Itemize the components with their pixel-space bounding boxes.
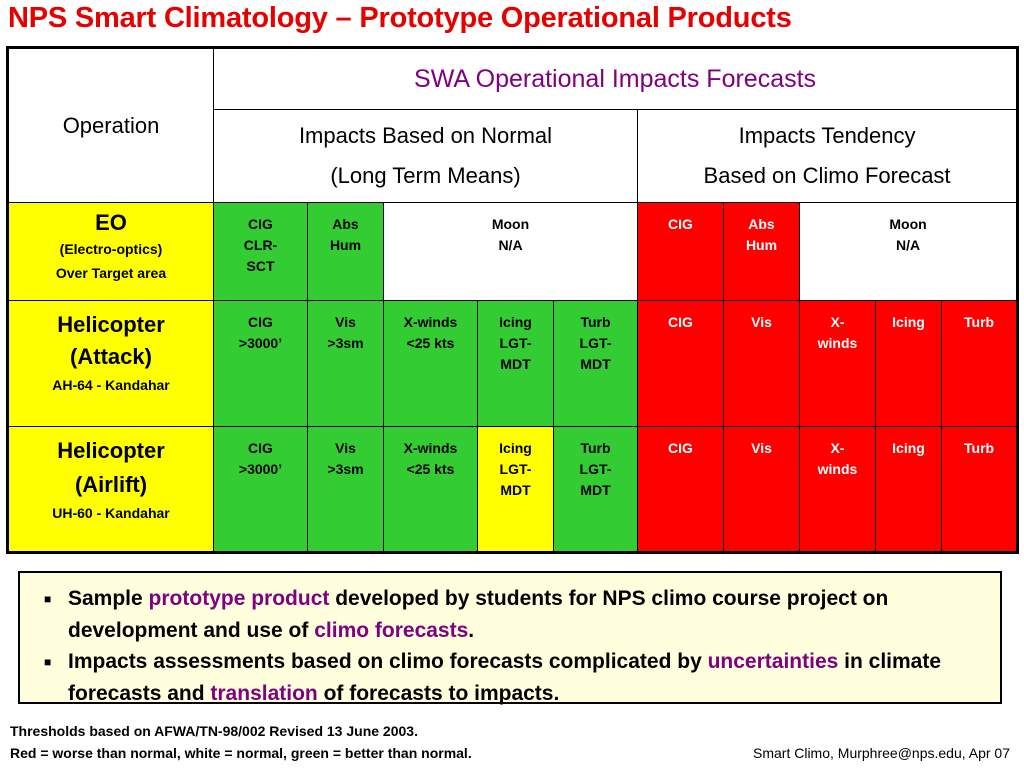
impact-cell-text: Vis: [751, 314, 772, 330]
slide-title: NPS Smart Climatology – Prototype Operat…: [8, 2, 792, 34]
impact-cell: Moon N/A: [383, 202, 638, 301]
impact-cell-text: Turb: [964, 314, 995, 330]
impact-cell: Vis >3sm: [307, 300, 384, 427]
impacts-table: Operation SWA Operational Impacts Foreca…: [6, 46, 1020, 554]
impact-cell-text: Moon: [889, 216, 927, 232]
impact-cell: Moon N/A: [798, 202, 1019, 301]
impact-cell-text: CIG: [248, 314, 273, 330]
impact-cell-text: Abs: [332, 216, 359, 232]
impact-cell-text: CLR-: [243, 237, 278, 253]
impact-cell: Vis >3sm: [307, 426, 384, 553]
impact-cell-text: winds: [817, 335, 858, 351]
impact-cell: Vis: [723, 426, 800, 553]
impact-cell-text: Hum: [745, 237, 778, 253]
impact-cell: CIG: [637, 426, 724, 553]
bullet-icon: ■: [44, 591, 52, 606]
impact-cell-text: <25 kts: [406, 461, 455, 477]
impact-cell-text: X-winds: [403, 440, 458, 456]
impact-cell-text: Icing: [499, 314, 532, 330]
impact-cell: X-winds: [799, 426, 876, 553]
impact-cell-text: Hum: [329, 237, 362, 253]
impact-cell-text: Vis: [335, 314, 356, 330]
notes-box: ■ Sample prototype product developed by s…: [18, 571, 1002, 705]
impact-cell-text: LGT-: [579, 335, 612, 351]
impact-cell-text: >3sm: [327, 461, 364, 477]
impact-cell-text: Icing: [499, 440, 532, 456]
impact-cell-text: Icing: [892, 440, 925, 456]
impact-cell-text: Turb: [580, 314, 611, 330]
impact-cell-text: <25 kts: [406, 335, 455, 351]
impact-cell-text: MDT: [580, 482, 611, 498]
impact-cell: Abs Hum: [723, 202, 800, 301]
impact-cell-text: LGT-: [499, 335, 532, 351]
impact-cell: X-winds <25 kts: [383, 426, 478, 553]
impact-cell-text: MDT: [500, 482, 531, 498]
impact-cell-text: LGT-: [499, 461, 532, 477]
impact-cell: CIG >3000’: [213, 300, 308, 427]
impact-cell: Icing LGT- MDT: [477, 426, 554, 553]
impact-cell: Turb LGT- MDT: [553, 300, 638, 427]
impact-cell-text: N/A: [895, 237, 921, 253]
impact-cell-text: >3sm: [327, 335, 364, 351]
impact-cell: CIG: [637, 300, 724, 427]
operation-header: Operation: [7, 47, 214, 203]
impact-cell: Turb: [940, 300, 1019, 427]
impact-cell: Turb: [940, 426, 1019, 553]
impact-cell: Abs Hum: [307, 202, 384, 301]
impact-cell-text: CIG: [668, 216, 693, 232]
normal-header: Impacts Based on Normal (Long Term Means…: [213, 109, 638, 203]
impact-cell: Icing: [875, 426, 942, 553]
impact-cell-text: winds: [817, 461, 858, 477]
impact-cell-text: CIG: [668, 440, 693, 456]
impact-cell: Icing LGT- MDT: [477, 300, 554, 427]
operation-helicopter-airlift: Helicopter (Airlift) UH-60 - Kandahar: [7, 426, 214, 553]
operation-eo: EO (Electro-optics) Over Target area: [7, 202, 214, 301]
impact-cell-text: X-: [830, 314, 845, 330]
impact-cell-text: CIG: [248, 440, 273, 456]
impact-cell-text: X-winds: [403, 314, 458, 330]
impact-cell-text: LGT-: [579, 461, 612, 477]
impact-cell: CIG: [637, 202, 724, 301]
footer-credit: Smart Climo, Murphree@nps.edu, Apr 07: [753, 745, 1010, 761]
impact-cell-text: CIG: [248, 216, 273, 232]
impact-cell-text: X-: [830, 440, 845, 456]
impact-cell-text: Turb: [580, 440, 611, 456]
operation-helicopter-attack: Helicopter (Attack) AH-64 - Kandahar: [7, 300, 214, 427]
impact-cell-text: Turb: [964, 440, 995, 456]
impact-cell: Vis: [723, 300, 800, 427]
tendency-header: Impacts Tendency Based on Climo Forecast: [636, 109, 1019, 203]
bullet-icon: ■: [44, 654, 52, 669]
impact-cell-text: MDT: [500, 356, 531, 372]
impact-cell-text: >3000’: [238, 461, 283, 477]
impact-cell-text: Vis: [335, 440, 356, 456]
note-item: ■ Sample prototype product developed by s…: [32, 583, 988, 646]
impact-cell: CIG >3000’: [213, 426, 308, 553]
impact-cell-text: MDT: [580, 356, 611, 372]
impact-cell-text: N/A: [498, 237, 523, 253]
impact-cell-text: SCT: [246, 258, 275, 274]
footer-legend: Red = worse than normal, white = normal,…: [10, 745, 472, 761]
note-item: ■ Impacts assessments based on climo fore…: [32, 646, 988, 709]
impact-cell: X-winds <25 kts: [383, 300, 478, 427]
impact-cell-text: Vis: [751, 440, 772, 456]
impact-cell-text: Moon: [491, 216, 530, 232]
footer-thresholds: Thresholds based on AFWA/TN-98/002 Revis…: [10, 723, 418, 739]
impact-cell: CIG CLR- SCT: [213, 202, 308, 301]
swa-header: SWA Operational Impacts Forecasts: [212, 47, 1019, 110]
impact-cell-text: Icing: [892, 314, 925, 330]
impact-cell: Icing: [875, 300, 942, 427]
impact-cell-text: CIG: [668, 314, 693, 330]
impact-cell: Turb LGT- MDT: [553, 426, 638, 553]
impact-cell: X-winds: [799, 300, 876, 427]
impact-cell-text: Abs: [748, 216, 775, 232]
impact-cell-text: >3000’: [238, 335, 283, 351]
